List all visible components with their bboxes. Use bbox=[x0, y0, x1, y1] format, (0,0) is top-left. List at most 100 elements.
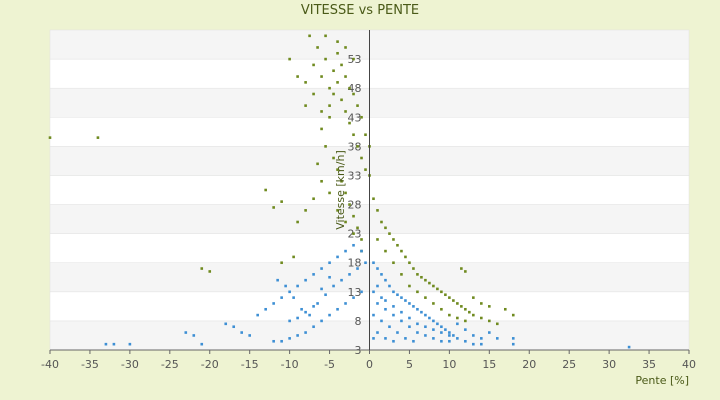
data-point bbox=[364, 168, 367, 171]
data-point bbox=[300, 307, 303, 311]
data-point bbox=[511, 337, 515, 340]
data-point bbox=[488, 331, 491, 334]
data-point bbox=[348, 203, 351, 206]
data-point bbox=[384, 337, 387, 340]
data-point bbox=[280, 200, 283, 203]
data-point bbox=[396, 293, 399, 297]
data-point bbox=[472, 296, 475, 299]
data-point bbox=[416, 290, 419, 294]
data-point bbox=[380, 220, 383, 224]
data-point bbox=[312, 197, 315, 201]
data-point bbox=[424, 325, 427, 329]
data-point bbox=[324, 145, 327, 148]
data-point bbox=[400, 296, 403, 299]
data-point bbox=[424, 313, 427, 317]
data-point bbox=[192, 334, 196, 337]
data-point bbox=[348, 273, 351, 276]
data-point bbox=[352, 243, 355, 247]
data-point bbox=[380, 273, 383, 276]
data-point bbox=[388, 284, 391, 288]
data-point bbox=[464, 270, 467, 273]
data-point bbox=[352, 296, 355, 299]
data-point bbox=[360, 249, 363, 253]
data-point bbox=[424, 278, 427, 282]
data-point bbox=[460, 305, 463, 308]
data-point bbox=[312, 305, 315, 308]
data-point bbox=[408, 316, 411, 320]
data-point bbox=[288, 290, 291, 294]
x-tick-label: 10 bbox=[442, 358, 456, 371]
data-point bbox=[312, 325, 315, 329]
data-point bbox=[400, 273, 403, 276]
data-point bbox=[296, 220, 299, 224]
x-tick-label: 25 bbox=[562, 358, 576, 371]
x-tick-label: -25 bbox=[161, 358, 179, 371]
data-point bbox=[432, 284, 435, 288]
data-point bbox=[312, 92, 315, 96]
data-point bbox=[340, 98, 343, 102]
data-point bbox=[316, 46, 319, 49]
data-point bbox=[340, 179, 343, 183]
chart-title: VITESSE vs PENTE bbox=[301, 3, 419, 18]
x-tick-label: 40 bbox=[682, 358, 696, 371]
data-point bbox=[360, 238, 363, 241]
data-points bbox=[48, 34, 631, 349]
data-point bbox=[412, 267, 415, 270]
data-point bbox=[312, 273, 315, 276]
data-point bbox=[324, 293, 327, 297]
data-point bbox=[400, 319, 403, 323]
data-point bbox=[408, 284, 411, 288]
data-point bbox=[392, 290, 395, 294]
data-point bbox=[392, 305, 395, 308]
x-tick-label: 5 bbox=[406, 358, 413, 371]
data-point bbox=[464, 319, 467, 323]
data-point bbox=[272, 302, 275, 305]
data-point bbox=[324, 57, 327, 61]
data-point bbox=[104, 342, 108, 346]
data-point bbox=[372, 290, 375, 294]
data-point bbox=[432, 319, 435, 323]
data-point bbox=[420, 310, 423, 314]
data-point bbox=[364, 261, 367, 265]
data-point bbox=[356, 226, 359, 230]
data-point bbox=[360, 115, 363, 119]
data-point bbox=[448, 331, 451, 334]
data-point bbox=[292, 296, 295, 299]
data-point bbox=[428, 281, 431, 285]
data-point bbox=[456, 337, 459, 340]
data-point bbox=[336, 168, 339, 171]
data-point bbox=[328, 104, 331, 107]
data-point bbox=[296, 75, 299, 78]
data-point bbox=[392, 238, 395, 241]
data-point bbox=[472, 313, 475, 317]
data-point bbox=[308, 313, 311, 317]
x-tick-label: 20 bbox=[522, 358, 536, 371]
data-point bbox=[48, 136, 52, 139]
data-point bbox=[332, 92, 335, 96]
data-point bbox=[256, 313, 259, 317]
y-tick-label: 28 bbox=[348, 199, 362, 212]
data-point bbox=[384, 226, 387, 230]
data-point bbox=[472, 334, 475, 337]
data-point bbox=[296, 284, 299, 288]
data-point bbox=[352, 214, 355, 218]
data-point bbox=[336, 40, 339, 43]
data-point bbox=[376, 267, 379, 270]
data-point bbox=[448, 296, 451, 299]
data-point bbox=[464, 339, 467, 343]
data-point bbox=[372, 261, 375, 265]
data-point bbox=[348, 86, 351, 90]
data-point bbox=[376, 302, 379, 305]
data-point bbox=[456, 322, 459, 326]
data-point bbox=[280, 296, 283, 299]
data-point bbox=[488, 319, 491, 323]
data-point bbox=[376, 209, 379, 212]
data-point bbox=[348, 121, 351, 125]
data-point bbox=[511, 342, 515, 346]
data-point bbox=[440, 331, 443, 334]
data-point bbox=[344, 220, 347, 224]
x-tick-label: -40 bbox=[41, 358, 59, 371]
data-point bbox=[272, 206, 275, 209]
data-point bbox=[320, 319, 323, 323]
data-point bbox=[340, 278, 343, 282]
